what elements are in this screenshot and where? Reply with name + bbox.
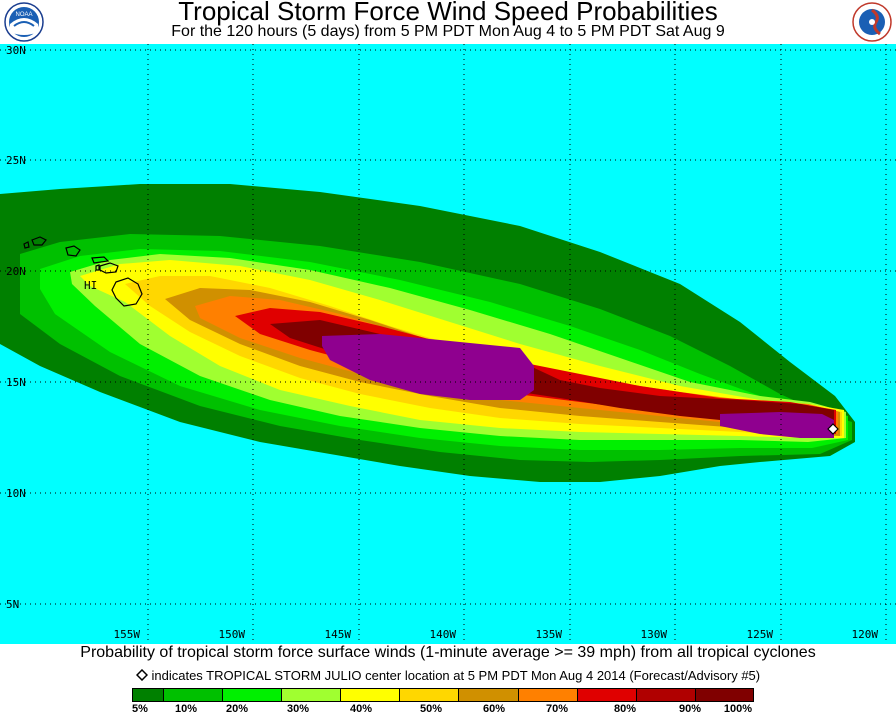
lat-label: 15N [6,376,26,389]
lon-label: 140W [430,628,457,641]
map-description: Probability of tropical storm force surf… [80,644,816,661]
legend-label: 30% [286,703,310,715]
legend-swatch [459,688,519,702]
lon-label: 120W [852,628,879,641]
diamond-marker [827,423,839,435]
legend-label: 70% [545,703,569,715]
lat-label: 10N [6,487,26,500]
legend-swatch [577,688,637,702]
contour-100pct-east [720,412,834,438]
island-kauai [31,236,47,246]
lon-label: 135W [536,628,563,641]
legend-label: 40% [349,703,373,715]
lat-lon-labels: 30N 25N 20N 15N 10N 5N 155W 150W 145W 140W 135W 130… [6,44,878,641]
island-lanai [95,264,100,271]
national-weather-service-logo [852,2,892,42]
legend-label: 90% [678,703,702,715]
legend-swatch [636,688,696,702]
color-legend [132,688,754,702]
legend-swatch [400,688,460,702]
lat-label: 20N [6,265,26,278]
hawaiian-islands [23,236,143,307]
legend-swatch [163,688,224,702]
lat-label: 5N [6,598,19,611]
marker-note: indicates TROPICAL STORM JULIO center lo… [0,667,896,685]
contour-100pct [322,334,534,400]
diamond-marker-icon [135,668,148,682]
lon-label: 150W [219,628,246,641]
header: NOAA Tropical Storm Force Wind Speed Pro… [0,0,896,44]
island-hawaii [111,277,143,307]
legend-label: 10% [174,703,198,715]
lon-label: 155W [114,628,141,641]
island-molokai [91,256,110,264]
legend-label: 100% [723,703,753,715]
legend-swatch [282,688,342,702]
map-canvas: HI 30N 25N 20N 15N 10N 5N 155W 150W 145W 140W 135W… [0,44,896,644]
page-subtitle: For the 120 hours (5 days) from 5 PM PDT… [171,23,725,40]
lon-label: 125W [747,628,774,641]
island-niihau [23,241,30,249]
lat-lon-grid [0,44,896,644]
legend-swatch [132,688,164,702]
legend-label: 60% [482,703,506,715]
probability-map: HI 30N 25N 20N 15N 10N 5N 155W 150W 145W 140W 135W… [0,44,896,644]
legend-swatch [223,688,283,702]
marker-note-text: indicates TROPICAL STORM JULIO center lo… [151,668,761,683]
island-label-hi: HI [84,279,97,292]
probability-contours [0,184,855,482]
legend-label: 80% [613,703,637,715]
legend-label: 5% [132,703,148,715]
lat-label: 30N [6,44,26,57]
lat-label: 25N [6,154,26,167]
lon-label: 130W [641,628,668,641]
legend-swatch [341,688,401,702]
noaa-logo: NOAA [4,2,44,42]
island-oahu [65,245,81,257]
island-maui [99,262,119,274]
lon-label: 145W [325,628,352,641]
legend-swatch [695,688,754,702]
legend-labels: 5% 10% 20% 30% 40% 50% 60% 70% 80% 90% 100% [0,703,896,717]
page-title: Tropical Storm Force Wind Speed Probabil… [178,0,718,26]
legend-swatch [518,688,578,702]
legend-label: 20% [225,703,249,715]
svg-text:NOAA: NOAA [15,12,32,18]
legend-label: 50% [419,703,443,715]
